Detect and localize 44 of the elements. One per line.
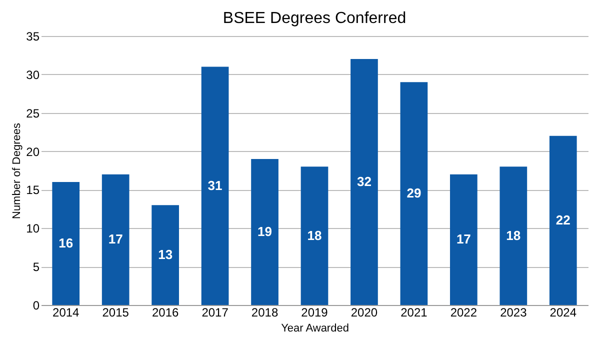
data-label: 17 [456,232,471,247]
y-tick-label: 0 [32,298,40,312]
x-tick-label: 2021 [400,306,428,320]
x-tick-label: 2024 [550,306,577,320]
data-label: 13 [158,247,173,262]
chart-title: BSEE Degrees Conferred [222,10,406,27]
y-tick-label: 25 [26,106,40,120]
bar [52,182,80,305]
data-label: 29 [406,186,422,201]
data-label: 31 [208,178,222,193]
y-tick-label: 30 [26,68,40,82]
data-label: 19 [258,224,272,239]
x-tick-label: 2023 [500,306,528,320]
x-tick-label: 2018 [251,306,278,320]
data-label: 18 [307,228,322,243]
x-tick-label: 2017 [202,306,229,320]
bar [549,136,577,305]
data-label: 17 [108,232,123,247]
bar [350,59,378,305]
x-tick-label: 2016 [152,306,179,320]
data-label: 32 [356,174,372,190]
x-tick-label: 2015 [102,306,130,320]
x-tick-label: 2020 [350,306,378,320]
y-tick-label: 20 [26,144,40,159]
y-tick-label: 10 [26,222,40,236]
x-axis-title: Year Awarded [281,322,349,334]
bar [400,82,428,305]
bar [152,205,179,305]
bar [450,174,478,305]
bar [102,174,130,305]
x-tick-label: 2014 [52,306,80,320]
y-axis-title: Number of Degrees [11,122,24,219]
bar [201,66,229,305]
data-label: 22 [556,212,570,228]
y-tick-label: 5 [32,260,40,274]
x-tick-label: 2019 [301,306,328,320]
x-tick-label: 2022 [450,306,478,320]
data-label: 16 [58,236,74,251]
y-tick-label: 15 [26,183,40,198]
bar [500,166,528,305]
bar [300,166,328,305]
y-tick-label: 35 [26,30,40,44]
bar [251,158,278,305]
data-label: 18 [506,228,521,243]
